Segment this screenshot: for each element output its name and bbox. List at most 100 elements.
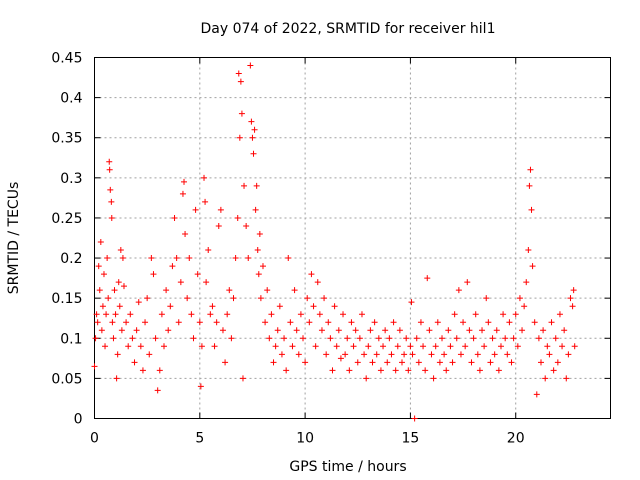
data-point bbox=[283, 367, 290, 374]
data-point bbox=[367, 327, 374, 334]
data-point bbox=[409, 351, 416, 358]
data-point bbox=[546, 351, 553, 358]
data-point bbox=[365, 343, 372, 350]
data-point bbox=[396, 327, 403, 334]
data-point bbox=[105, 295, 112, 302]
data-point bbox=[137, 343, 144, 350]
data-point bbox=[106, 166, 113, 173]
chart-title: Day 074 of 2022, SRMTID for receiver hil… bbox=[201, 21, 496, 37]
y-tick-label: 0 bbox=[74, 412, 83, 428]
data-point bbox=[293, 327, 300, 334]
data-point bbox=[457, 351, 464, 358]
grid-lines bbox=[94, 57, 611, 419]
data-point bbox=[177, 279, 184, 286]
data-point bbox=[192, 206, 199, 213]
data-point bbox=[253, 182, 260, 189]
data-point bbox=[331, 303, 338, 310]
data-point bbox=[502, 335, 509, 342]
data-point bbox=[559, 343, 566, 350]
data-point bbox=[146, 351, 153, 358]
data-point bbox=[110, 335, 117, 342]
data-point bbox=[302, 359, 309, 366]
data-point bbox=[544, 343, 551, 350]
data-point bbox=[270, 359, 277, 366]
data-point bbox=[451, 311, 458, 318]
data-point bbox=[107, 186, 114, 193]
data-point bbox=[272, 343, 279, 350]
data-point bbox=[139, 367, 146, 374]
y-tick-label: 0.2 bbox=[60, 251, 82, 267]
data-point bbox=[119, 255, 126, 262]
data-point bbox=[542, 375, 549, 382]
data-point bbox=[203, 279, 210, 286]
data-point bbox=[114, 351, 121, 358]
data-point bbox=[323, 351, 330, 358]
data-point bbox=[548, 319, 555, 326]
data-point bbox=[197, 383, 204, 390]
data-point bbox=[300, 335, 307, 342]
data-point bbox=[371, 319, 378, 326]
data-point bbox=[392, 367, 399, 374]
data-point bbox=[150, 271, 157, 278]
data-point bbox=[403, 335, 410, 342]
data-point bbox=[312, 343, 319, 350]
data-point bbox=[354, 359, 361, 366]
data-point bbox=[198, 343, 205, 350]
data-point bbox=[337, 355, 344, 362]
data-point bbox=[398, 359, 405, 366]
data-point bbox=[356, 335, 363, 342]
data-point bbox=[255, 271, 262, 278]
x-tick-label: 20 bbox=[507, 431, 525, 447]
data-point bbox=[123, 319, 130, 326]
data-point bbox=[285, 255, 292, 262]
data-point bbox=[152, 335, 159, 342]
data-point bbox=[251, 126, 258, 133]
data-point bbox=[415, 359, 422, 366]
data-point bbox=[335, 327, 342, 334]
data-point bbox=[464, 279, 471, 286]
data-point bbox=[310, 303, 317, 310]
data-point bbox=[344, 335, 351, 342]
data-point bbox=[103, 311, 110, 318]
data-point bbox=[238, 110, 245, 117]
data-point bbox=[117, 247, 124, 254]
data-point bbox=[533, 391, 540, 398]
data-point bbox=[434, 319, 441, 326]
data-point bbox=[254, 247, 261, 254]
data-point bbox=[443, 367, 450, 374]
data-point bbox=[247, 62, 254, 69]
data-point bbox=[257, 295, 264, 302]
data-point bbox=[483, 295, 490, 302]
data-point bbox=[268, 311, 275, 318]
data-point bbox=[161, 343, 168, 350]
data-point bbox=[112, 311, 119, 318]
data-point bbox=[523, 279, 530, 286]
data-point bbox=[405, 367, 412, 374]
data-point bbox=[571, 343, 578, 350]
data-point bbox=[213, 319, 220, 326]
data-point bbox=[135, 299, 142, 306]
data-point bbox=[540, 327, 547, 334]
data-point bbox=[248, 118, 255, 125]
data-point bbox=[500, 311, 507, 318]
data-point bbox=[487, 359, 494, 366]
data-point bbox=[295, 351, 302, 358]
data-point bbox=[234, 214, 241, 221]
data-point bbox=[91, 363, 98, 370]
data-point bbox=[201, 174, 208, 181]
data-point bbox=[252, 206, 259, 213]
data-point bbox=[97, 239, 104, 246]
data-point bbox=[232, 255, 239, 262]
data-point bbox=[527, 166, 534, 173]
data-point bbox=[554, 359, 561, 366]
data-point bbox=[104, 255, 111, 262]
data-point bbox=[529, 263, 536, 270]
x-tick-label: 0 bbox=[90, 431, 99, 447]
data-point bbox=[226, 287, 233, 294]
data-point bbox=[100, 271, 107, 278]
data-point bbox=[380, 343, 387, 350]
data-point bbox=[491, 351, 498, 358]
data-point bbox=[175, 319, 182, 326]
data-point bbox=[230, 295, 237, 302]
